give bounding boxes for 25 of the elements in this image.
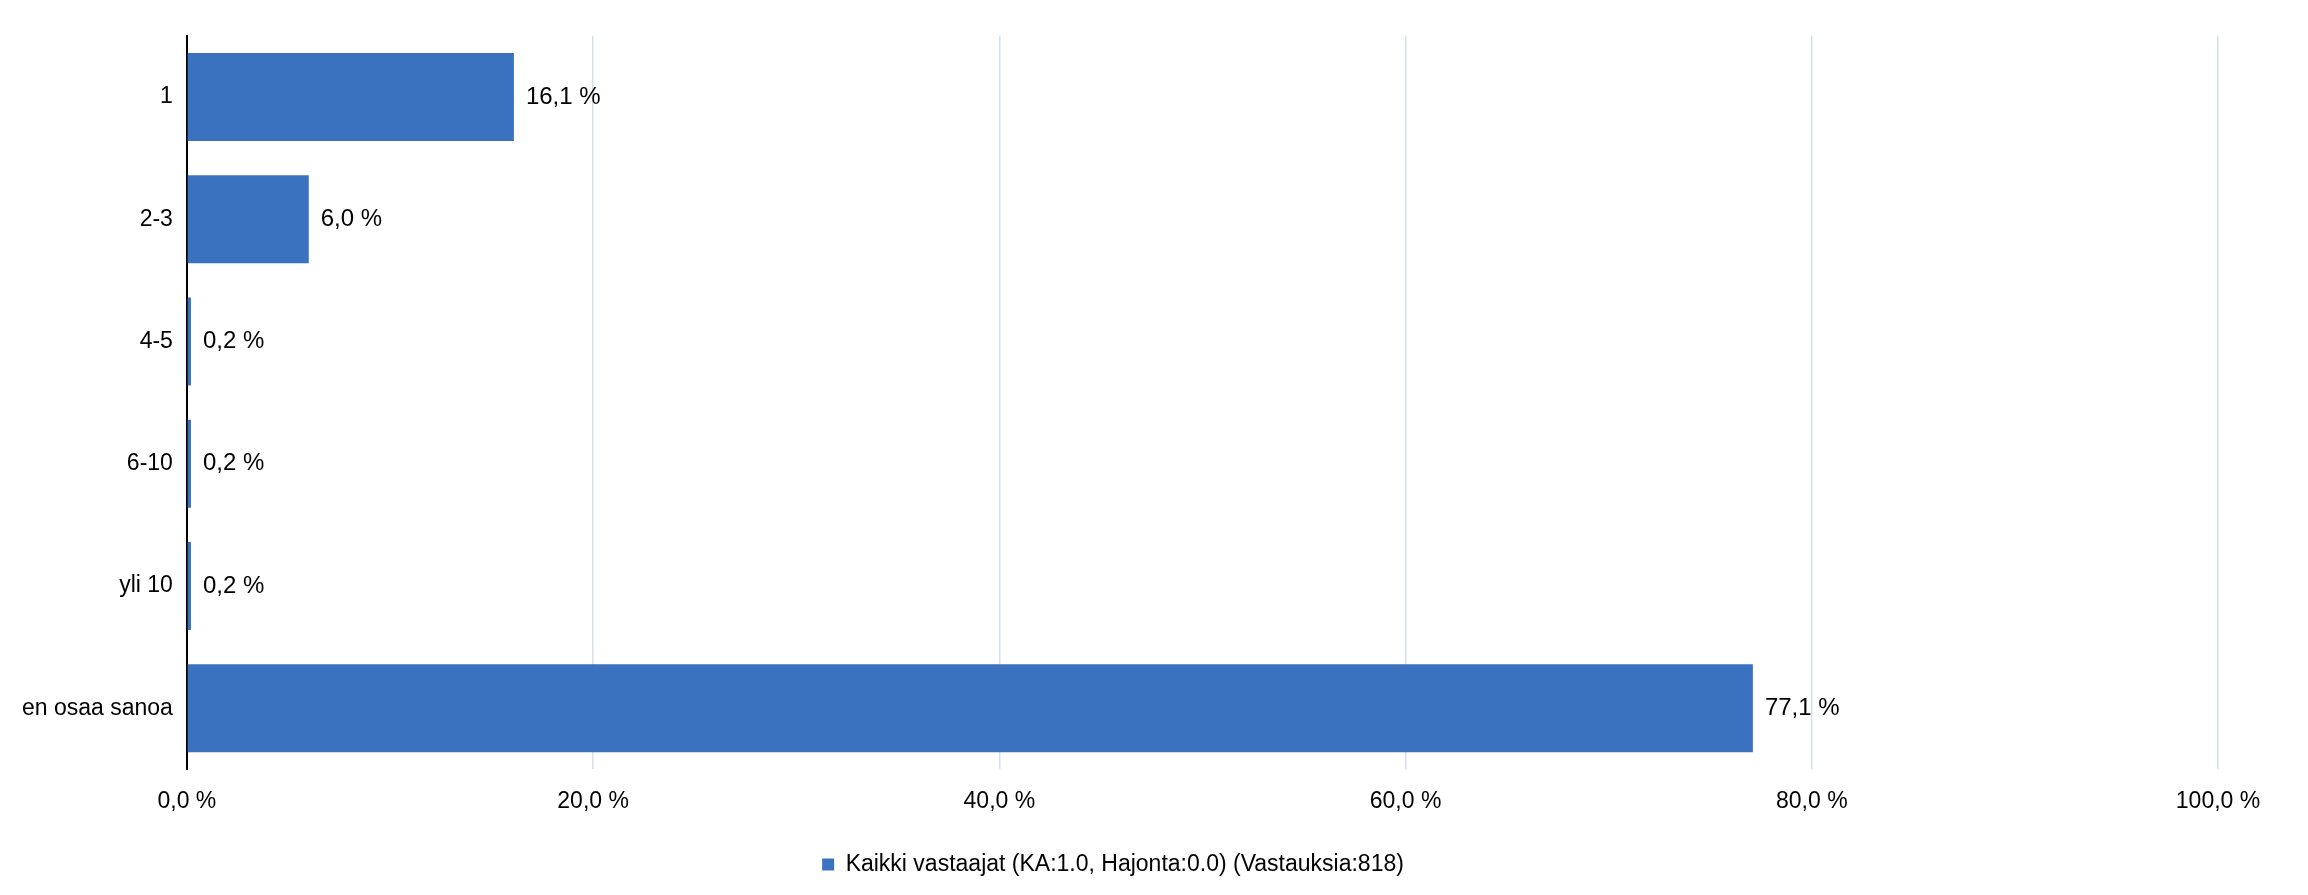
data-label: 6,0 % <box>320 203 383 231</box>
x-tick-label: 40,0 % <box>963 786 1036 813</box>
bar <box>187 52 514 141</box>
bar <box>187 664 1753 753</box>
legend-label: Kaikki vastaajat (KA:1.0, Hajonta:0.0) (Vastauksia:818) <box>845 849 1404 876</box>
x-tick-label: 100,0 % <box>2175 786 2261 813</box>
x-tick-label: 0,0 % <box>157 786 217 813</box>
y-tick-label: 6-10 <box>126 449 173 476</box>
y-tick-label: 4-5 <box>139 326 173 353</box>
data-label: 16,1 % <box>525 81 601 109</box>
x-tick-label: 80,0 % <box>1775 786 1848 813</box>
bar <box>187 541 191 631</box>
data-label: 77,1 % <box>1764 692 1840 720</box>
y-tick-label: en osaa sanoa <box>22 693 174 720</box>
x-tick-label: 20,0 % <box>557 786 629 813</box>
bar <box>187 297 191 386</box>
data-label: 0,2 % <box>202 570 265 598</box>
y-tick-label: 1 <box>160 82 173 109</box>
data-label: 0,2 % <box>202 448 265 476</box>
y-tick-label: yli 10 <box>119 571 173 598</box>
bar <box>187 419 191 508</box>
data-label: 0,2 % <box>202 326 265 354</box>
y-tick-label: 2-3 <box>139 204 173 231</box>
bar <box>187 175 309 264</box>
x-tick-label: 60,0 % <box>1369 786 1442 813</box>
